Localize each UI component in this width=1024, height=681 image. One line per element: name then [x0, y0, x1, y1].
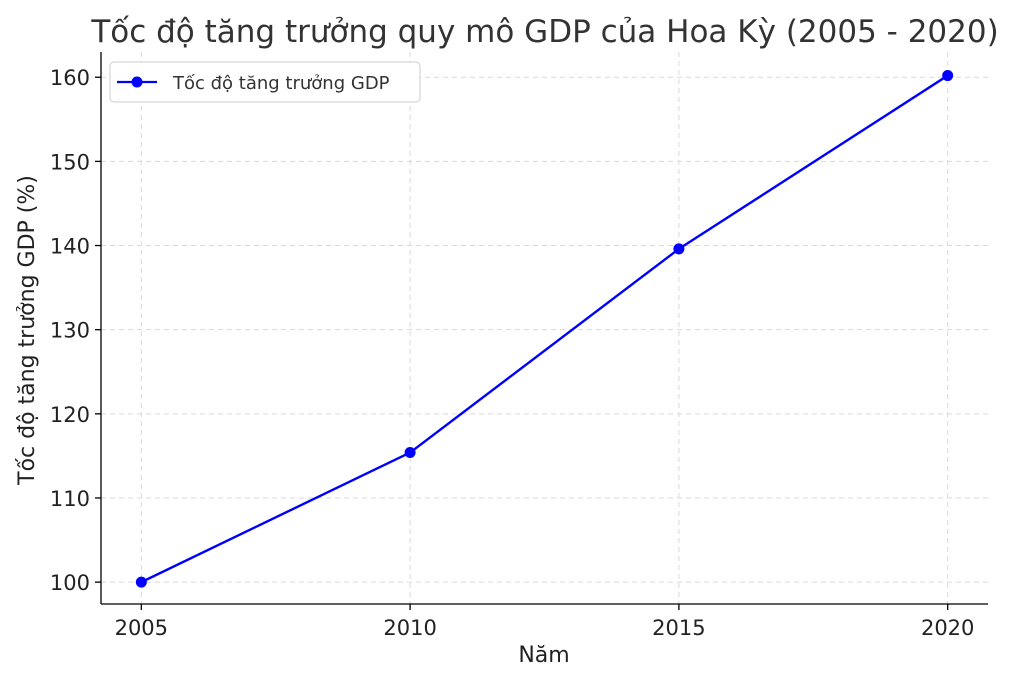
chart-title: Tốc độ tăng trưởng quy mô GDP của Hoa Kỳ… — [90, 14, 998, 50]
legend: Tốc độ tăng trưởng GDP — [109, 61, 421, 103]
data-point-2010 — [404, 447, 416, 459]
y-tick-label: 130 — [50, 319, 90, 343]
y-tick-label: 140 — [50, 235, 90, 259]
x-axis-ticks: 2005 2010 2015 2020 — [115, 604, 974, 640]
y-tick-label: 150 — [50, 150, 90, 174]
x-tick-label: 2010 — [383, 616, 436, 640]
x-axis-label: Năm — [518, 643, 569, 668]
data-point-2015 — [673, 243, 685, 255]
legend-label: Tốc độ tăng trưởng GDP — [172, 73, 390, 94]
y-tick-label: 100 — [50, 571, 90, 595]
y-tick-label: 110 — [50, 487, 90, 511]
grid-lines — [101, 52, 988, 604]
data-point-2020 — [942, 70, 954, 82]
x-tick-label: 2020 — [921, 616, 974, 640]
data-point-2005 — [135, 576, 147, 588]
y-axis-ticks: 100 110 120 130 140 150 160 — [50, 66, 101, 595]
legend-box — [109, 61, 421, 103]
x-tick-label: 2005 — [115, 616, 168, 640]
y-tick-label: 160 — [50, 66, 90, 90]
series-layer — [135, 70, 954, 588]
legend-marker-swatch — [131, 76, 143, 88]
y-tick-label: 120 — [50, 403, 90, 427]
y-axis-label: Tốc độ tăng trưởng GDP (%) — [15, 175, 40, 486]
axes — [100, 52, 988, 605]
x-tick-label: 2015 — [652, 616, 705, 640]
series-line — [140, 74, 949, 584]
